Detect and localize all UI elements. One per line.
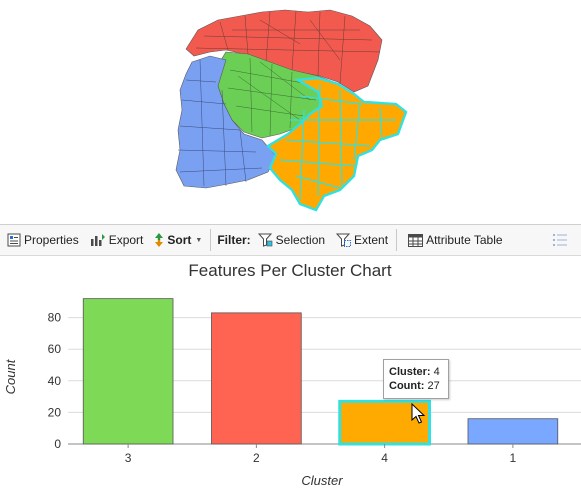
filter-extent-label: Extent	[354, 233, 389, 247]
sort-arrows-icon	[155, 233, 164, 247]
filter-extent-button[interactable]: Extent	[332, 231, 392, 249]
filter-label: Filter:	[217, 233, 251, 247]
x-tick-label: 1	[510, 451, 517, 465]
bars-layer	[82, 298, 559, 446]
sort-label: Sort	[167, 233, 192, 247]
export-button[interactable]: Export	[86, 231, 148, 249]
filter-selection-label: Selection	[275, 233, 326, 247]
export-chart-icon	[90, 234, 105, 246]
tooltip-cluster-value: 4	[433, 366, 440, 378]
attribute-table-label: Attribute Table	[426, 233, 503, 247]
mouse-cursor-icon	[411, 403, 426, 424]
tooltip-cluster-label: Cluster:	[389, 366, 431, 378]
list-view-button[interactable]	[549, 231, 571, 249]
export-label: Export	[108, 233, 144, 247]
tooltip-count-label: Count:	[389, 380, 425, 392]
properties-label: Properties	[24, 233, 79, 247]
y-tick-label: 60	[48, 342, 62, 356]
bar-cluster-3[interactable]	[82, 298, 174, 445]
x-tick-label: 4	[381, 451, 388, 465]
sort-button[interactable]: Sort ▼	[150, 231, 206, 249]
chevron-down-icon: ▼	[195, 236, 203, 244]
toolbar-divider	[210, 229, 212, 251]
y-tick-label: 20	[48, 405, 62, 419]
tooltip-count-value: 27	[427, 380, 440, 392]
chart-title: Features Per Cluster Chart	[188, 261, 391, 280]
bar-tooltip: Cluster: 4 Count: 27	[383, 359, 449, 399]
x-tick-label: 3	[125, 451, 132, 465]
table-icon	[408, 233, 424, 247]
y-tick-layer: 0 20 40 60 80	[48, 311, 62, 451]
y-tick-label: 80	[48, 311, 62, 325]
x-tick-layer: 3 2 4 1	[125, 444, 517, 465]
bar-cluster-2[interactable]	[211, 312, 302, 445]
properties-icon	[7, 233, 21, 247]
list-icon	[553, 234, 567, 246]
filter-extent-icon	[336, 233, 352, 247]
properties-button[interactable]: Properties	[3, 231, 83, 249]
cluster-map[interactable]	[0, 0, 581, 222]
chart-pane: Features Per Cluster Chart 0 20 40 60 80 3 2 4…	[0, 256, 581, 490]
y-axis-title: Count	[3, 358, 18, 394]
y-tick-label: 0	[54, 437, 61, 451]
toolbar-divider	[396, 229, 398, 251]
bar-cluster-1[interactable]	[467, 418, 559, 445]
attribute-table-button[interactable]: Attribute Table	[404, 231, 507, 249]
chart-toolbar: Properties Export Sort ▼ Filter: Selecti…	[0, 224, 581, 256]
map-view[interactable]	[0, 0, 581, 222]
filter-selection-button[interactable]: Selection	[254, 231, 329, 249]
y-tick-label: 40	[48, 374, 62, 388]
x-tick-label: 2	[253, 451, 260, 465]
x-axis-title: Cluster	[301, 473, 343, 488]
filter-selection-icon	[257, 233, 272, 247]
bar-chart[interactable]: Features Per Cluster Chart 0 20 40 60 80 3 2 4…	[0, 256, 581, 490]
